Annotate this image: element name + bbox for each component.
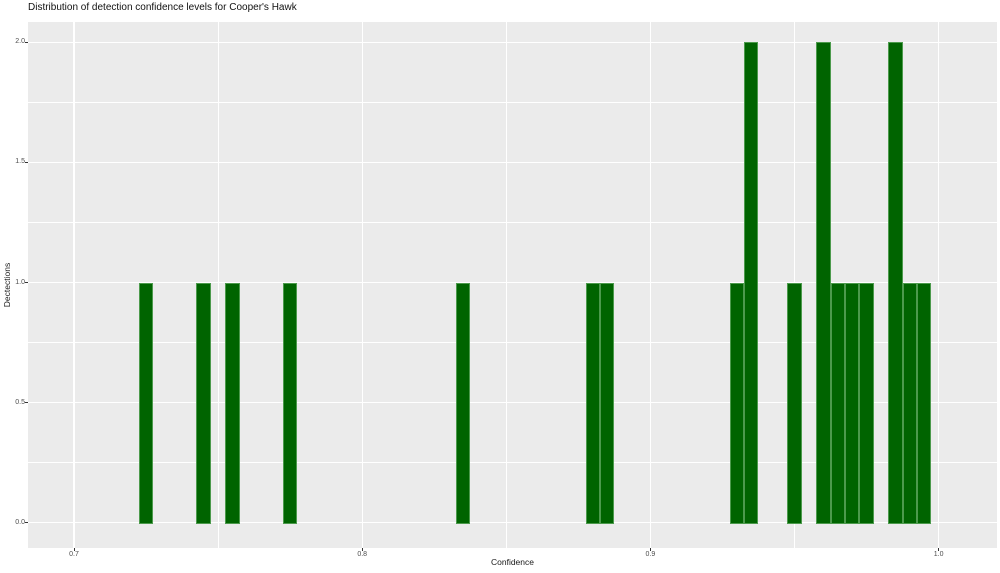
y-tick-mark: [25, 402, 28, 404]
x-tick-label: 0.9: [645, 551, 656, 558]
x-axis-title: Confidence: [490, 557, 534, 567]
histogram-bar: [138, 282, 154, 524]
chart-title: Distribution of detection confidence lev…: [28, 2, 297, 13]
x-tick-label: 1.0: [933, 551, 944, 558]
gridline-minor-horizontal: [28, 342, 997, 343]
histogram-bar: [844, 282, 860, 524]
y-tick-label: 2.0: [15, 38, 25, 46]
histogram-bar: [599, 282, 615, 524]
y-tick-mark: [25, 41, 28, 43]
histogram-bar: [585, 282, 600, 524]
histogram-bar: [787, 282, 802, 524]
gridline-major-vertical: [73, 22, 75, 548]
histogram-bar: [744, 42, 759, 524]
gridline-major-horizontal: [28, 522, 997, 524]
histogram-bar: [830, 282, 845, 524]
gridline-major-vertical: [649, 22, 652, 548]
y-tick-mark: [25, 161, 28, 163]
gridline-major-horizontal: [28, 161, 997, 164]
y-tick-label: 1.0: [15, 278, 25, 286]
gridline-minor-horizontal: [28, 101, 997, 103]
histogram-bar: [729, 282, 745, 524]
gridline-minor-vertical: [217, 22, 219, 548]
histogram-bar: [816, 42, 831, 524]
gridline-major-vertical: [937, 22, 940, 548]
x-tick-mark: [361, 548, 363, 551]
gridline-major-vertical: [361, 22, 363, 548]
gridline-major-horizontal: [28, 281, 997, 284]
histogram-bar: [196, 282, 211, 524]
gridline-minor-horizontal: [28, 462, 997, 464]
y-tick-label: 1.5: [15, 158, 25, 166]
histogram-bar: [888, 42, 903, 524]
plot-panel: [28, 22, 997, 548]
y-tick-label: 0.0: [15, 518, 25, 526]
gridline-major-horizontal: [28, 401, 997, 404]
x-tick-mark: [73, 548, 75, 551]
y-tick-label: 0.5: [15, 398, 25, 406]
gridline-minor-horizontal: [28, 222, 997, 223]
y-axis-title: Dectections: [2, 262, 12, 308]
y-tick-mark: [25, 522, 28, 524]
histogram-bar: [916, 282, 932, 524]
x-tick-mark: [650, 548, 651, 551]
histogram-bar: [859, 282, 874, 524]
gridline-minor-vertical: [505, 22, 507, 548]
histogram-bar: [902, 282, 917, 524]
x-tick-mark: [938, 548, 940, 551]
gridline-major-horizontal: [28, 41, 997, 43]
histogram-bar: [282, 282, 298, 524]
x-tick-label: 0.7: [69, 551, 79, 558]
histogram-bar: [225, 282, 240, 524]
histogram-bar: [455, 282, 471, 524]
y-tick-mark: [25, 282, 28, 283]
x-tick-label: 0.8: [357, 551, 368, 558]
